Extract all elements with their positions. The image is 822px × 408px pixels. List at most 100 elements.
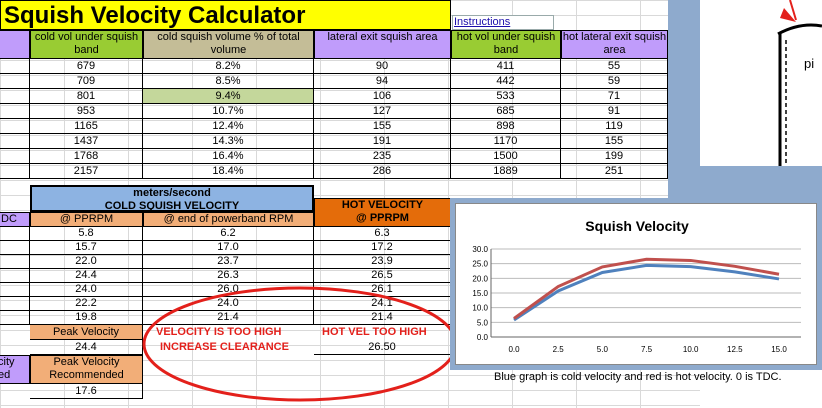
y-tick-label: 20.0 xyxy=(472,274,488,283)
velocity-cell: 24.4 xyxy=(30,269,143,283)
y-tick-label: 30.0 xyxy=(472,245,488,254)
table-cell: 155 xyxy=(314,119,451,134)
chart-title: Squish Velocity xyxy=(585,218,689,234)
table-cell: 16.4% xyxy=(143,149,314,164)
recommended-label: Peak Velocity Recommended xyxy=(30,355,143,384)
col-header-cold-pct: cold squish volume % of total volume xyxy=(143,30,314,59)
table-cell: 9.4% xyxy=(143,89,314,104)
table-cell: 251 xyxy=(561,164,668,179)
table-cell: 533 xyxy=(451,89,561,104)
velocity-cell: 6.2 xyxy=(143,227,314,241)
velocity-cell: 26.5 xyxy=(314,269,451,283)
table-cell: 94 xyxy=(314,74,451,89)
table-cell: 127 xyxy=(314,104,451,119)
table-cell: 801 xyxy=(30,89,143,104)
table-cell: 1170 xyxy=(451,134,561,149)
table-cell: 1768 xyxy=(30,149,143,164)
col-header-end-powerband: @ end of powerband RPM xyxy=(143,212,314,227)
warning-hot-vel-high: HOT VEL TOO HIGH xyxy=(322,326,427,338)
x-tick-label: 10.0 xyxy=(683,345,699,354)
x-tick-label: 0.0 xyxy=(508,345,520,354)
table-cell: 2157 xyxy=(30,164,143,179)
table-cell: 12.4% xyxy=(143,119,314,134)
table-cell: 8.5% xyxy=(143,74,314,89)
velocity-cell: 24.0 xyxy=(143,297,314,311)
footer-note: Blue graph is cold velocity and red is h… xyxy=(494,371,782,383)
col-header-cold-vol: cold vol under squish band xyxy=(30,30,143,59)
chart-panel: Squish Velocity 0.0 5.0 10.0 15.0 20.0 25.0 30… xyxy=(455,203,817,365)
y-tick-label: 15.0 xyxy=(472,289,488,298)
row-stub xyxy=(0,74,30,89)
table-cell: 59 xyxy=(561,74,668,89)
row-stub xyxy=(0,104,30,119)
row-stub xyxy=(0,297,30,311)
table-cell: 90 xyxy=(314,59,451,74)
x-tick-label: 7.5 xyxy=(641,345,653,354)
col-header-pprpm: @ PPRPM xyxy=(30,212,143,227)
recommended-value: 17.6 xyxy=(30,384,143,399)
row-stub xyxy=(0,241,30,255)
x-tick-label: 2.5 xyxy=(553,345,565,354)
row-stub xyxy=(0,149,30,164)
velocity-cell: 21.4 xyxy=(143,311,314,325)
table-cell: 14.3% xyxy=(143,134,314,149)
row-stub xyxy=(0,164,30,179)
row-stub xyxy=(0,89,30,104)
y-tick-label: 5.0 xyxy=(477,318,489,327)
velocity-cell: 6.3 xyxy=(314,227,451,241)
peak-velocity-label: Peak Velocity xyxy=(30,325,143,340)
instructions-link[interactable]: Instructions xyxy=(452,15,554,30)
table-cell: 191 xyxy=(314,134,451,149)
velocity-cell: 23.9 xyxy=(314,255,451,269)
table-cell: 1437 xyxy=(30,134,143,149)
title-bar: Squish Velocity Calculator xyxy=(0,0,451,30)
velocity-cell: 5.8 xyxy=(30,227,143,241)
table-cell: 106 xyxy=(314,89,451,104)
col-header-hot-vol: hot vol under squish band xyxy=(451,30,561,59)
table-cell: 1500 xyxy=(451,149,561,164)
left-clip-header: DC xyxy=(0,212,30,227)
x-tick-label: 5.0 xyxy=(597,345,609,354)
row-stub xyxy=(0,134,30,149)
table-cell: 898 xyxy=(451,119,561,134)
table-cell: 91 xyxy=(561,104,668,119)
table-cell: 709 xyxy=(30,74,143,89)
piston-diagram: pi xyxy=(700,0,822,166)
page-title: Squish Velocity Calculator xyxy=(4,2,306,29)
velocity-cell: 17.2 xyxy=(314,241,451,255)
table-cell: 55 xyxy=(561,59,668,74)
row-stub xyxy=(0,255,30,269)
col-header-hot-lateral: hot lateral exit squish area xyxy=(561,30,668,59)
piston-label: pi xyxy=(804,56,815,71)
table-cell: 119 xyxy=(561,119,668,134)
table-cell: 679 xyxy=(30,59,143,74)
table-cell: 155 xyxy=(561,134,668,149)
table-cell: 1165 xyxy=(30,119,143,134)
x-tick-label: 12.5 xyxy=(727,345,743,354)
annotation-ellipse xyxy=(142,286,458,402)
velocity-cell: 22.2 xyxy=(30,297,143,311)
row-stub xyxy=(0,269,30,283)
warning-velocity-high: VELOCITY IS TOO HIGH xyxy=(156,326,282,338)
velocity-cell: 26.3 xyxy=(143,269,314,283)
left-clip-label: cityed xyxy=(0,355,30,384)
y-tick-label: 10.0 xyxy=(472,304,488,313)
units-header: meters/second COLD SQUISH VELOCITY xyxy=(30,185,314,212)
hot-velocity-header: HOT VELOCITY @ PPRPM xyxy=(314,198,451,227)
x-tick-label: 15.0 xyxy=(771,345,787,354)
row-stub xyxy=(0,227,30,241)
peak-velocity-value: 24.4 xyxy=(30,340,143,355)
y-tick-label: 25.0 xyxy=(472,260,488,269)
row-stub xyxy=(0,59,30,74)
table-cell: 235 xyxy=(314,149,451,164)
table-cell: 411 xyxy=(451,59,561,74)
velocity-cell: 15.7 xyxy=(30,241,143,255)
velocity-cell: 17.0 xyxy=(143,241,314,255)
table-cell: 1889 xyxy=(451,164,561,179)
velocity-cell: 23.7 xyxy=(143,255,314,269)
velocity-cell: 22.0 xyxy=(30,255,143,269)
table-cell: 953 xyxy=(30,104,143,119)
col-header-lateral-exit: lateral exit squish area xyxy=(314,30,451,59)
series-line-cold xyxy=(513,263,780,322)
table-cell: 442 xyxy=(451,74,561,89)
